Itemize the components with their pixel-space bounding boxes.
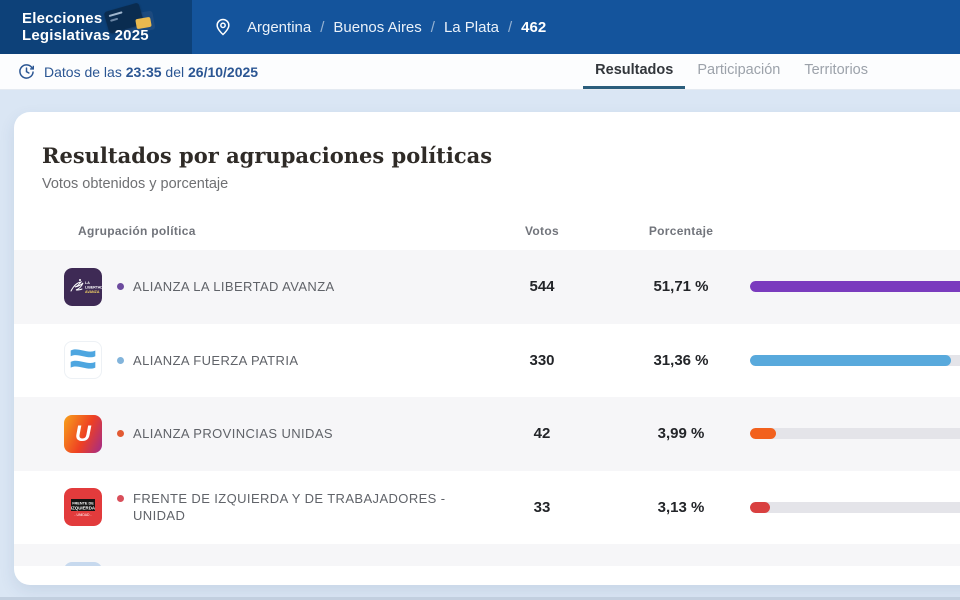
timestamp-time: 23:35 [125,63,162,80]
frente-izquierda-logo: FRENTE DE IZQUIERDA - UNIDAD - [64,488,102,527]
tab-participacion[interactable]: Participación [697,62,781,78]
percentage-bar [750,428,960,440]
party-name: ALIANZA PROVINCIAS UNIDAS [133,426,333,442]
tab-resultados[interactable]: Resultados [583,54,686,89]
la-libertad-avanza-logo: LA LIBERTAD AVANZA [64,267,102,306]
site-logo[interactable]: Elecciones Legislativas 2025 [0,0,192,54]
breadcrumb-separator: / [430,18,435,36]
column-header-party: Agrupación política [78,224,196,238]
data-timestamp: Datos de las 23:35 del 26/10/2025 [0,54,258,89]
next-section-edge [0,597,960,600]
svg-text:LIBERTAD: LIBERTAD [85,285,102,289]
party-color-dot [117,283,124,291]
top-header: Elecciones Legislativas 2025 Argentina /… [0,0,960,54]
table-row: LA LIBERTAD AVANZA ALIANZA LA LIBERTAD A… [14,250,960,324]
table-header: Agrupación política Votos Porcentaje [14,224,960,250]
breadcrumb-province[interactable]: Buenos Aires [333,18,422,36]
party-color-dot [117,356,124,364]
results-card: Resultados por agrupaciones políticas Vo… [14,112,960,585]
votes-value: 33 [533,498,551,516]
page-subtitle: Votos obtenidos y porcentaje [42,176,229,192]
party-logo-partial [64,561,102,566]
table-row-partial [14,544,960,566]
page-title: Resultados por agrupaciones políticas [42,143,493,168]
votes-value: 544 [529,278,555,296]
percentage-value: 3,99 % [657,425,705,443]
table-row: U ALIANZA PROVINCIAS UNIDAS 42 3,99 % [14,397,960,471]
breadcrumb-country[interactable]: Argentina [247,18,312,36]
percentage-bar [750,281,960,293]
breadcrumb-city[interactable]: La Plata [443,18,499,36]
party-name: ALIANZA LA LIBERTAD AVANZA [133,279,335,295]
timestamp-connector: del [165,63,185,80]
party-name: FRENTE DE IZQUIERDA Y DE TRABAJADORES - … [133,491,446,524]
column-header-percentage: Porcentaje [648,224,714,238]
party-name: ALIANZA FUERZA PATRIA [133,352,299,368]
results-table: LA LIBERTAD AVANZA ALIANZA LA LIBERTAD A… [14,250,960,566]
status-tab-bar: Datos de las 23:35 del 26/10/2025 Result… [0,54,960,90]
table-row: FRENTE DE IZQUIERDA - UNIDAD - FRENTE DE… [14,471,960,545]
percentage-bar [750,354,960,366]
votes-value: 42 [533,425,551,443]
breadcrumb-separator: / [508,18,513,36]
update-clock-icon [18,63,35,80]
svg-text:- UNIDAD -: - UNIDAD - [74,513,91,517]
column-header-votes: Votos [525,224,559,238]
percentage-value: 31,36 % [653,351,709,369]
tab-bar: Resultados Participación Territorios [583,54,960,89]
breadcrumb-current-section: 462 [521,18,547,36]
timestamp-date: 26/10/2025 [188,63,259,80]
site-logo-text: Elecciones Legislativas 2025 [22,10,149,44]
table-row: ALIANZA FUERZA PATRIA 330 31,36 % [14,324,960,398]
timestamp-prefix: Datos de las [44,63,122,80]
percentage-bar [750,501,960,513]
party-color-dot [117,495,124,503]
svg-text:IZQUIERDA: IZQUIERDA [71,506,96,511]
breadcrumb: Argentina / Buenos Aires / La Plata / 46… [192,0,960,54]
breadcrumb-separator: / [320,18,325,36]
fuerza-patria-logo [64,341,102,380]
provincias-unidas-logo: U [64,414,102,453]
votes-value: 330 [529,351,555,369]
percentage-value: 3,13 % [657,498,705,516]
tab-territorios[interactable]: Territorios [804,62,868,78]
svg-text:FRENTE DE: FRENTE DE [72,502,94,506]
svg-text:LA: LA [85,281,90,285]
svg-text:AVANZA: AVANZA [85,290,100,294]
location-pin-icon [213,15,233,39]
party-color-dot [117,430,124,438]
percentage-value: 51,71 % [653,278,709,296]
